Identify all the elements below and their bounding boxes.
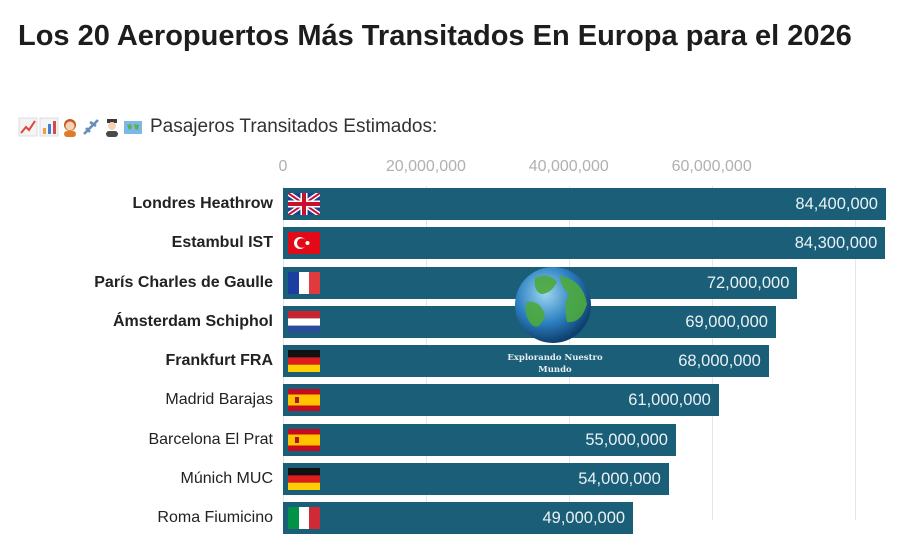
x-tick-label: 0	[278, 158, 288, 175]
value-label: 84,300,000	[794, 234, 878, 253]
flag-fr-icon	[288, 271, 320, 294]
value-label: 61,000,000	[628, 391, 711, 410]
value-label: 72,000,000	[706, 273, 790, 292]
value-label: 68,000,000	[678, 352, 761, 370]
bar: 84,300,000	[283, 227, 886, 260]
x-tick-label: 40,000,000	[528, 158, 609, 175]
subtitle-text: Pasajeros Transitados Estimados:	[150, 116, 438, 137]
bar-chart-icon	[39, 117, 59, 137]
bar: 68,000,000	[283, 345, 769, 377]
x-tick-label: 60,000,000	[671, 158, 752, 175]
category-label: Estambul IST	[171, 234, 273, 252]
category-label: Roma Fiumicino	[157, 509, 273, 526]
bar-chart: 0 20,000,000 40,000,000 60,000,000 Londres H…	[0, 150, 900, 534]
chart-increasing-icon	[18, 117, 38, 137]
bar: 84,400,000	[283, 188, 886, 220]
bar: 55,000,000	[283, 423, 676, 456]
category-label: Múnich MUC	[180, 469, 273, 487]
flag-es-icon	[288, 389, 320, 412]
watermark-text: Explorando Nuestro	[507, 353, 603, 363]
category-label: Madrid Barajas	[165, 391, 273, 409]
category-label: Frankfurt FRA	[165, 352, 273, 369]
page-title: Los 20 Aeropuertos Más Transitados En Eu…	[18, 20, 852, 52]
woman-icon	[64, 119, 76, 137]
x-tick-label: 20,000,000	[385, 158, 466, 175]
svg-text:Mundo: Mundo	[538, 365, 572, 375]
subtitle: Pasajeros Transitados Estimados:	[18, 116, 437, 138]
pilot-icon	[106, 119, 118, 137]
category-label: Barcelona El Prat	[148, 430, 273, 448]
category-label: Ámsterdam Schiphol	[112, 312, 273, 330]
category-label: Londres Heathrow	[132, 195, 273, 212]
category-label: París Charles de Gaulle	[94, 273, 273, 291]
gridline	[854, 186, 856, 520]
world-map-icon	[124, 121, 142, 134]
flag-nl-icon	[288, 310, 320, 333]
flag-de-icon	[288, 467, 320, 490]
bar: 49,000,000	[283, 502, 634, 534]
bar: 54,000,000	[283, 462, 669, 495]
value-label: 55,000,000	[585, 430, 668, 449]
bar: 61,000,000	[283, 384, 719, 417]
value-label: 49,000,000	[542, 509, 626, 527]
flag-es-icon	[288, 428, 320, 451]
flag-uk-icon	[288, 193, 320, 215]
flag-it-icon	[288, 507, 320, 529]
value-label: 84,400,000	[795, 195, 878, 213]
value-label: 69,000,000	[685, 312, 768, 331]
value-label: 54,000,000	[578, 469, 661, 488]
flag-de-icon	[288, 350, 320, 372]
globe-icon: Explorando Nuestro Mundo	[507, 267, 603, 375]
flag-tr-icon	[288, 232, 320, 255]
airplane-icon	[83, 119, 99, 135]
